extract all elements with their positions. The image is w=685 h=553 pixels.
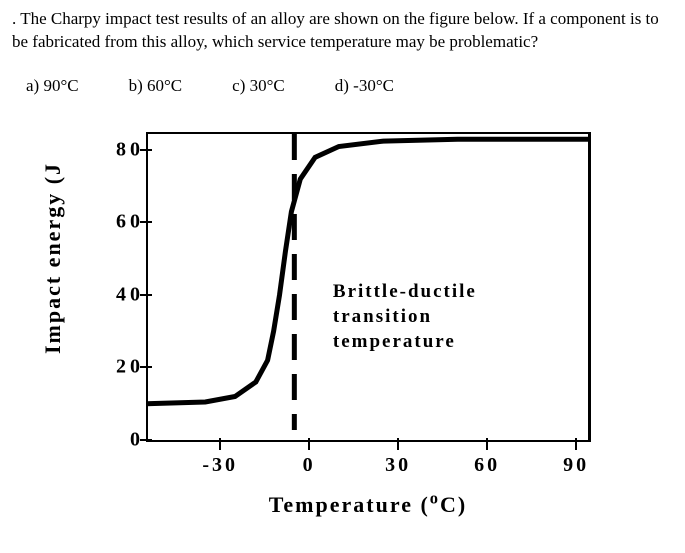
option-c: c) 30°C (232, 76, 285, 96)
y-tick-label: 80 (94, 138, 144, 161)
transition-annotation: Brittle-ductiletransitiontemperature (333, 280, 477, 354)
y-tick-label: 0 (94, 428, 144, 451)
option-b: b) 60°C (129, 76, 183, 96)
x-tick (486, 438, 488, 450)
question-text: . The Charpy impact test results of an a… (12, 8, 673, 54)
impact-curve (146, 139, 591, 404)
option-d: d) -30°C (335, 76, 394, 96)
x-tick-label: -30 (202, 454, 238, 477)
y-tick-label: 40 (94, 283, 144, 306)
x-tick-label: 60 (474, 454, 500, 477)
x-tick-label: 0 (303, 454, 316, 477)
charpy-chart: Impact energy (J 020406080 -300306090 Br… (60, 114, 620, 514)
x-tick-label: 30 (385, 454, 411, 477)
x-tick (308, 438, 310, 450)
x-tick-label: 90 (563, 454, 589, 477)
x-tick (397, 438, 399, 450)
y-tick-label: 60 (94, 211, 144, 234)
x-tick (575, 438, 577, 450)
y-tick-label: 20 (94, 356, 144, 379)
answer-options: a) 90°C b) 60°C c) 30°C d) -30°C (12, 76, 673, 96)
x-tick (219, 438, 221, 450)
y-axis-label: Impact energy (J (40, 162, 66, 354)
option-a: a) 90°C (26, 76, 79, 96)
x-axis-label: Temperature (oC) (269, 489, 468, 518)
